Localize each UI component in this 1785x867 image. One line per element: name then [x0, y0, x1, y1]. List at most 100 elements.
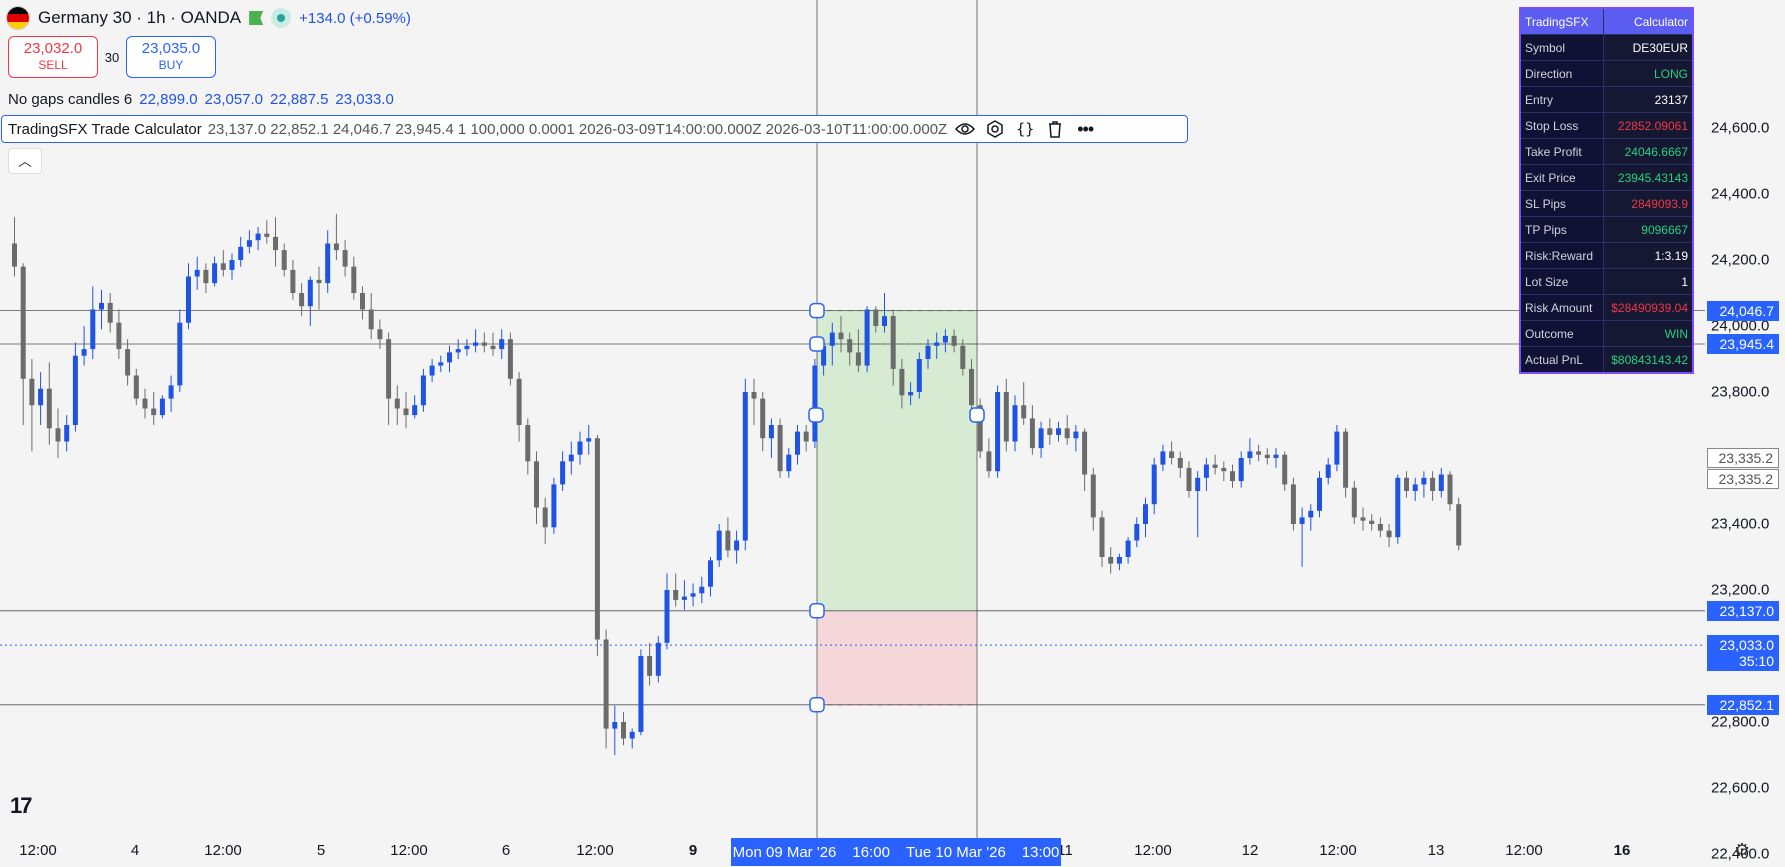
market-status-icon — [271, 8, 292, 28]
candle-body — [1317, 477, 1322, 511]
calculator-key: SL Pips — [1521, 191, 1604, 216]
candle-body — [1325, 464, 1331, 478]
candle-body — [72, 355, 78, 425]
position-handle[interactable] — [809, 336, 825, 352]
candle-body — [647, 656, 653, 676]
sell-button[interactable]: 23,032.0 SELL — [8, 36, 98, 78]
price-label-h2: 23,335.2 — [1707, 469, 1779, 489]
tradingview-logo[interactable]: 17 — [10, 793, 33, 818]
time-tick: 16 — [1613, 842, 1631, 859]
candle-body — [1082, 431, 1088, 475]
candle-body — [1264, 454, 1270, 458]
candle-body — [586, 438, 592, 442]
candle-body — [1334, 431, 1340, 465]
position-handle[interactable] — [809, 603, 825, 619]
candle-body — [125, 349, 131, 376]
candle-body — [412, 405, 418, 416]
position-handle[interactable] — [809, 302, 825, 319]
candle-body — [429, 365, 435, 376]
loss-zone — [817, 610, 977, 705]
candle-body — [1351, 487, 1357, 518]
candle-body — [621, 722, 626, 739]
calculator-row: Outcome WIN — [1521, 320, 1692, 346]
position-handle[interactable] — [809, 697, 825, 713]
collapse-legend-button[interactable]: ︿ — [8, 148, 42, 174]
time-label-end-time: 13:00 — [1021, 843, 1060, 861]
candle-body — [360, 293, 365, 310]
more-icon[interactable]: ••• — [1077, 118, 1094, 139]
candle-body — [829, 332, 835, 346]
candle-body — [290, 269, 296, 293]
candle-body — [464, 345, 470, 350]
calculator-row: Lot Size 1 — [1521, 268, 1692, 294]
calculator-value: 23945.43143 — [1604, 165, 1692, 190]
price-label-entry: 23,137.0 — [1707, 600, 1779, 621]
candle-body — [612, 722, 618, 729]
flag-icon[interactable] — [249, 11, 264, 25]
candle-body — [1012, 405, 1018, 442]
candle-body — [525, 425, 531, 462]
candle-body — [986, 451, 992, 472]
candle-body — [186, 276, 191, 323]
symbol-title[interactable]: Germany 30 · 1h · OANDA — [38, 8, 242, 27]
chevron-up-icon: ︿ — [18, 153, 32, 169]
calculator-value: $28490939.04 — [1604, 295, 1692, 320]
sell-price: 23,032.0 — [23, 40, 83, 57]
buy-button[interactable]: 23,035.0 BUY — [126, 36, 216, 78]
candle-body — [507, 339, 513, 379]
candle-body — [664, 590, 670, 643]
candle-body — [969, 368, 974, 406]
candle-body — [995, 392, 1001, 472]
candle-body — [908, 392, 914, 396]
calculator-row: SL Pips 2849093.9 — [1521, 190, 1692, 216]
candle-body — [977, 405, 983, 452]
time-tick: 5 — [316, 842, 326, 859]
candle-body — [116, 322, 122, 350]
calculator-key: Actual PnL — [1521, 347, 1604, 372]
delete-icon[interactable] — [1043, 118, 1067, 140]
candle-body — [438, 362, 444, 366]
indicator-value: 22,899.0 — [139, 91, 198, 108]
time-tick: 4 — [130, 842, 140, 859]
candle-body — [638, 656, 644, 732]
candle-body — [447, 352, 452, 363]
calculator-row: Take Profit 24046.6667 — [1521, 138, 1692, 164]
price-tick: 22,600.0 — [1711, 779, 1770, 797]
time-tick: 12:00 — [1319, 842, 1357, 859]
position-handle[interactable] — [969, 407, 985, 423]
eye-icon[interactable] — [953, 118, 977, 140]
candle-body — [1282, 454, 1288, 485]
candle-body — [838, 332, 844, 340]
time-tick: 12:00 — [576, 842, 614, 859]
candle-body — [403, 408, 409, 416]
calculator-row: Actual PnL $80843143.42 — [1521, 346, 1692, 372]
candle-body — [29, 378, 35, 406]
candle-body — [1169, 451, 1175, 458]
indicator-legend-calculator[interactable]: TradingSFX Trade Calculator 23,137.0 22,… — [1, 115, 1188, 143]
indicator-legend-gaps[interactable]: No gaps candles 6 22,899.0 23,057.0 22,8… — [8, 91, 394, 108]
settings-icon[interactable] — [983, 118, 1007, 140]
candle-body — [1056, 428, 1061, 435]
candle-body — [1273, 454, 1279, 458]
candle-body — [603, 639, 609, 729]
position-handle[interactable] — [808, 407, 824, 423]
candle-body — [812, 365, 818, 442]
candle-body — [742, 392, 748, 541]
calculator-key: Risk Amount — [1521, 295, 1604, 320]
candle-body — [1360, 517, 1366, 521]
candle-body — [220, 263, 226, 270]
indicator-name: No gaps candles 6 — [8, 91, 133, 108]
candle-body — [1299, 517, 1305, 524]
calculator-header-row: TradingSFX Calculator — [1521, 9, 1692, 34]
candle-body — [594, 438, 600, 640]
calculator-key: Direction — [1521, 61, 1604, 86]
chart-settings-icon[interactable]: ⚙ — [1734, 840, 1751, 860]
candle-body — [55, 428, 61, 442]
source-code-icon[interactable]: {} — [1016, 120, 1035, 138]
price-tick: 23,800.0 — [1711, 383, 1770, 401]
candle-body — [1377, 524, 1383, 531]
candle-body — [351, 266, 357, 293]
candle-body — [1230, 471, 1235, 482]
candle-body — [1247, 451, 1253, 458]
